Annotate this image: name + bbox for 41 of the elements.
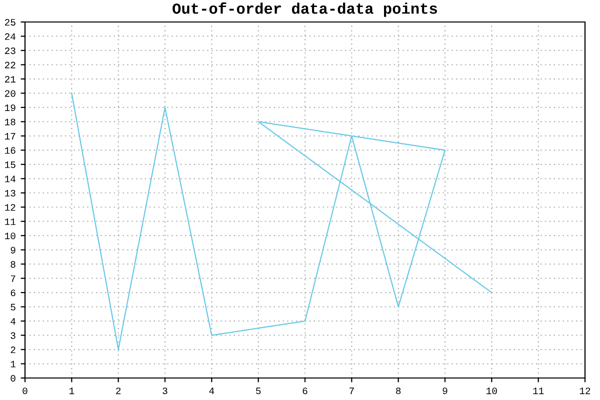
y-tick-label: 9	[10, 246, 16, 254]
chart-title: Out-of-order data-data points	[172, 2, 437, 17]
x-tick-label: 5	[256, 388, 261, 394]
y-tick-label: 21	[4, 76, 16, 82]
y-tick-label: 6	[10, 290, 16, 296]
y-tick-label: 10	[5, 232, 16, 240]
y-tick-label: 2	[10, 346, 16, 354]
x-tick-label: 4	[209, 388, 214, 394]
y-tick-label: 12	[5, 204, 16, 211]
y-tick-label: 0	[10, 375, 16, 382]
y-tick-label: 7	[10, 275, 16, 282]
x-tick-label: 11	[533, 388, 544, 394]
y-tick-label: 22	[4, 62, 16, 68]
y-tick-label: 16	[5, 147, 16, 154]
y-tick-label: 11	[5, 218, 16, 225]
x-tick-label: 3	[162, 388, 168, 394]
y-tick-label: 20	[4, 90, 16, 97]
x-tick-label: 2	[116, 388, 121, 394]
y-tick-label: 13	[5, 190, 16, 196]
x-tick-label: 8	[396, 388, 401, 394]
y-tick-label: 19	[5, 104, 16, 112]
y-tick-label: 5	[10, 304, 16, 310]
y-tick-label: 18	[5, 118, 16, 126]
x-tick-label: 10	[486, 388, 497, 394]
y-tick-label: 25	[4, 19, 16, 26]
x-tick-label: 9	[442, 388, 448, 394]
y-tick-label: 24	[4, 33, 16, 40]
line-series	[71, 92, 492, 350]
y-tick-label: 15	[5, 162, 16, 168]
y-tick-label: 8	[10, 261, 16, 268]
x-tick-label: 6	[302, 388, 308, 394]
y-tick-label: 17	[5, 133, 16, 140]
y-tick-label: 23	[4, 48, 16, 54]
x-tick-label: 7	[350, 388, 354, 394]
y-tick-label: 14	[5, 176, 16, 182]
y-tick-label: 1	[10, 360, 16, 368]
x-tick-label: 12	[580, 388, 590, 394]
x-tick-label: 1	[69, 388, 74, 394]
y-tick-label: 3	[10, 332, 16, 339]
y-tick-label: 4	[10, 318, 16, 325]
x-tick-label: 0	[22, 388, 28, 394]
